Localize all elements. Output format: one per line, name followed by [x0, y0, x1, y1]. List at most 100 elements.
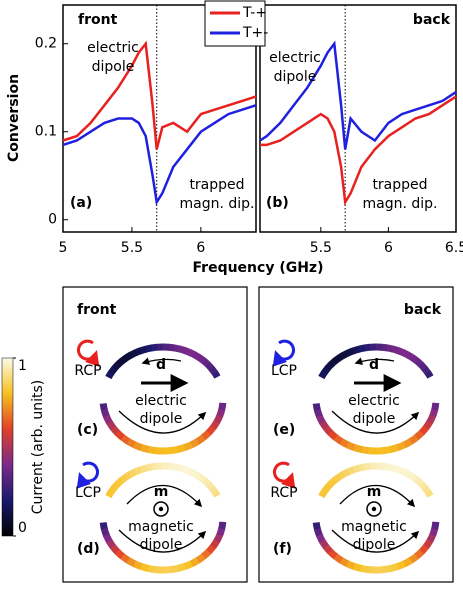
dipole-caption: magnetic [341, 519, 407, 535]
polarization-label: LCP [75, 485, 101, 501]
panel-frame [258, 286, 454, 583]
ring-arc [201, 429, 212, 441]
ring-arc [327, 549, 339, 560]
ring-arc [103, 533, 113, 544]
dipole-symbol: m [367, 484, 382, 500]
ring-arc [206, 424, 217, 436]
dipole-caption: electric [135, 393, 187, 409]
y-tick-label: 0 [48, 212, 57, 228]
polarization-icon [272, 339, 295, 367]
ring-arc [319, 420, 330, 431]
polarization-label: LCP [271, 363, 297, 379]
ring-arc [336, 471, 346, 481]
ring-arc [211, 370, 221, 379]
ring-arc [105, 370, 115, 380]
ring-arc [193, 351, 202, 361]
ring-arc [105, 489, 115, 499]
ring-arc [195, 553, 207, 564]
ring-arc [150, 343, 158, 352]
ring-arc [318, 370, 328, 380]
ring-arc [183, 441, 194, 451]
ring-arc [110, 544, 121, 555]
ring-arc [426, 533, 437, 543]
ring-arc [213, 533, 224, 543]
ring-arc [321, 485, 331, 495]
ring-arc [401, 349, 410, 359]
ring-arc [106, 539, 117, 550]
ring-arc [408, 553, 420, 564]
ring-arc [167, 343, 175, 352]
annotation: magn. dip. [180, 196, 255, 212]
ring-arc [103, 414, 113, 425]
ring-arc [321, 366, 331, 376]
ring-arc [352, 345, 361, 355]
ring-arc [123, 352, 133, 362]
flow-arrow [354, 357, 395, 365]
ring-arc [133, 560, 144, 571]
ring-arc [211, 489, 221, 498]
dipole-symbol: m [154, 484, 169, 500]
colorbar-label: Current (arb. units) [30, 380, 46, 515]
ring-arc [133, 347, 142, 357]
flow-arrow [126, 484, 203, 508]
ring-arc [218, 521, 227, 530]
ring-arc [324, 362, 334, 372]
ring-arc [375, 447, 385, 455]
ring-arc [346, 560, 357, 571]
ring-arc [323, 544, 334, 555]
ring-arc [173, 344, 181, 353]
ring-arc [162, 447, 172, 455]
dipole-caption: dipole [140, 537, 183, 553]
dipole-caption: dipole [140, 411, 183, 427]
legend-box [204, 0, 266, 47]
dipole-dot [158, 506, 164, 512]
ring-arc [100, 527, 110, 538]
ring-arc [120, 434, 131, 445]
ring-arc [319, 539, 330, 550]
ring-arc [201, 548, 212, 560]
ring-arc [429, 408, 439, 418]
ring-arc [147, 445, 157, 455]
ring-arc [421, 365, 431, 375]
ring-arc [210, 419, 221, 430]
x-axis-label: Frequency (GHz) [193, 260, 324, 276]
ring-arc [206, 543, 217, 555]
flow-arrow [331, 529, 420, 553]
y-axis-label: Conversion [6, 74, 22, 162]
ring-arc [201, 358, 211, 368]
ring-arc [213, 414, 224, 424]
ring-arc [396, 441, 407, 451]
ring-arc [363, 462, 371, 471]
ring-arc [183, 466, 192, 475]
ring-arc [197, 473, 207, 483]
ring-arc [414, 358, 424, 368]
ring-arc [108, 485, 118, 495]
ring-arc [216, 527, 226, 537]
ring-arc [99, 403, 108, 412]
ring-arc [406, 470, 415, 480]
ring-arc [205, 361, 215, 371]
ring-arc [183, 560, 194, 570]
annotation: electric [269, 50, 321, 66]
ring-arc [401, 468, 410, 478]
ring-arc [423, 538, 434, 549]
ring-arc [111, 481, 121, 491]
annotation: magn. dip. [363, 196, 438, 212]
plot-frame [62, 4, 257, 233]
x-tick-label: 5.5 [121, 240, 143, 256]
ring-arc [110, 425, 121, 436]
ring-arc [178, 464, 187, 474]
ring-arc [410, 473, 420, 483]
ring-arc [111, 362, 121, 372]
ring-arc [312, 522, 321, 531]
ring-arc [144, 344, 153, 353]
row-label: (d) [77, 541, 100, 557]
y-tick-label: 0.1 [35, 124, 57, 140]
ring-arc [318, 489, 328, 499]
ring-arc [380, 462, 388, 471]
y-tick-label: 0.2 [35, 36, 57, 52]
ring-arc [386, 463, 394, 472]
annotation: dipole [274, 69, 317, 85]
panel-label: (a) [70, 195, 92, 211]
